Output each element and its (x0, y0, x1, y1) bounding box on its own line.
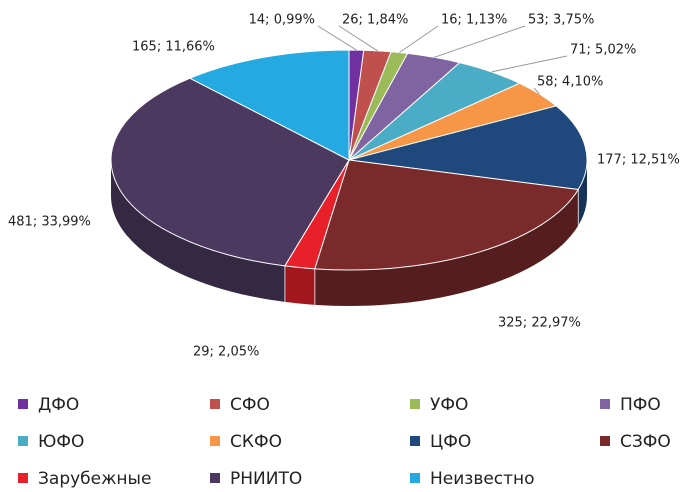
slice-side (314, 189, 579, 306)
legend-label: ДФО (38, 395, 79, 415)
legend-swatch (210, 473, 220, 483)
legend-swatch (600, 399, 610, 409)
legend-label: ЮФО (38, 432, 84, 452)
data-label: 29; 2,05% (193, 345, 259, 360)
legend-label: УФО (430, 395, 468, 415)
slice (314, 159, 580, 271)
leader-line (434, 25, 526, 58)
data-label: 481; 33,99% (8, 215, 91, 230)
legend-swatch (210, 436, 220, 446)
legend-label: ПФО (620, 395, 661, 415)
leader-line (338, 25, 378, 52)
legend-swatch (410, 436, 420, 446)
data-label: 165; 11,66% (132, 40, 215, 55)
slice-side (111, 160, 285, 302)
legend-swatch (18, 473, 28, 483)
data-label: 16; 1,13% (441, 13, 507, 28)
slice (188, 49, 350, 161)
data-label: 53; 3,75% (528, 13, 594, 28)
leader-line (491, 55, 568, 73)
slice (110, 77, 350, 267)
legend-swatch (600, 436, 610, 446)
data-label: 325; 22,97% (498, 316, 581, 331)
data-label: 26; 1,84% (342, 13, 408, 28)
legend-label: СКФО (230, 432, 282, 452)
legend-label: СЗФО (620, 432, 671, 452)
legend-swatch (410, 473, 420, 483)
legend-label: Зарубежные (38, 469, 151, 489)
legend-swatch (18, 399, 28, 409)
legend-label: Неизвестно (430, 469, 535, 489)
legend-label: ЦФО (430, 432, 471, 452)
legend-swatch (210, 399, 220, 409)
leader-line (317, 25, 357, 51)
slice (348, 105, 588, 191)
data-label: 58; 4,10% (537, 75, 603, 90)
leader-line (533, 87, 540, 95)
legend-swatch (410, 399, 420, 409)
data-label: 14; 0,99% (249, 13, 315, 28)
legend-swatch (18, 436, 28, 446)
leader-line (399, 25, 439, 53)
legend-label: СФО (230, 395, 270, 415)
data-label: 177; 12,51% (597, 153, 680, 168)
data-label: 71; 5,02% (570, 43, 636, 58)
slice-side (284, 265, 315, 305)
legend-label: РНИИТО (230, 469, 302, 489)
